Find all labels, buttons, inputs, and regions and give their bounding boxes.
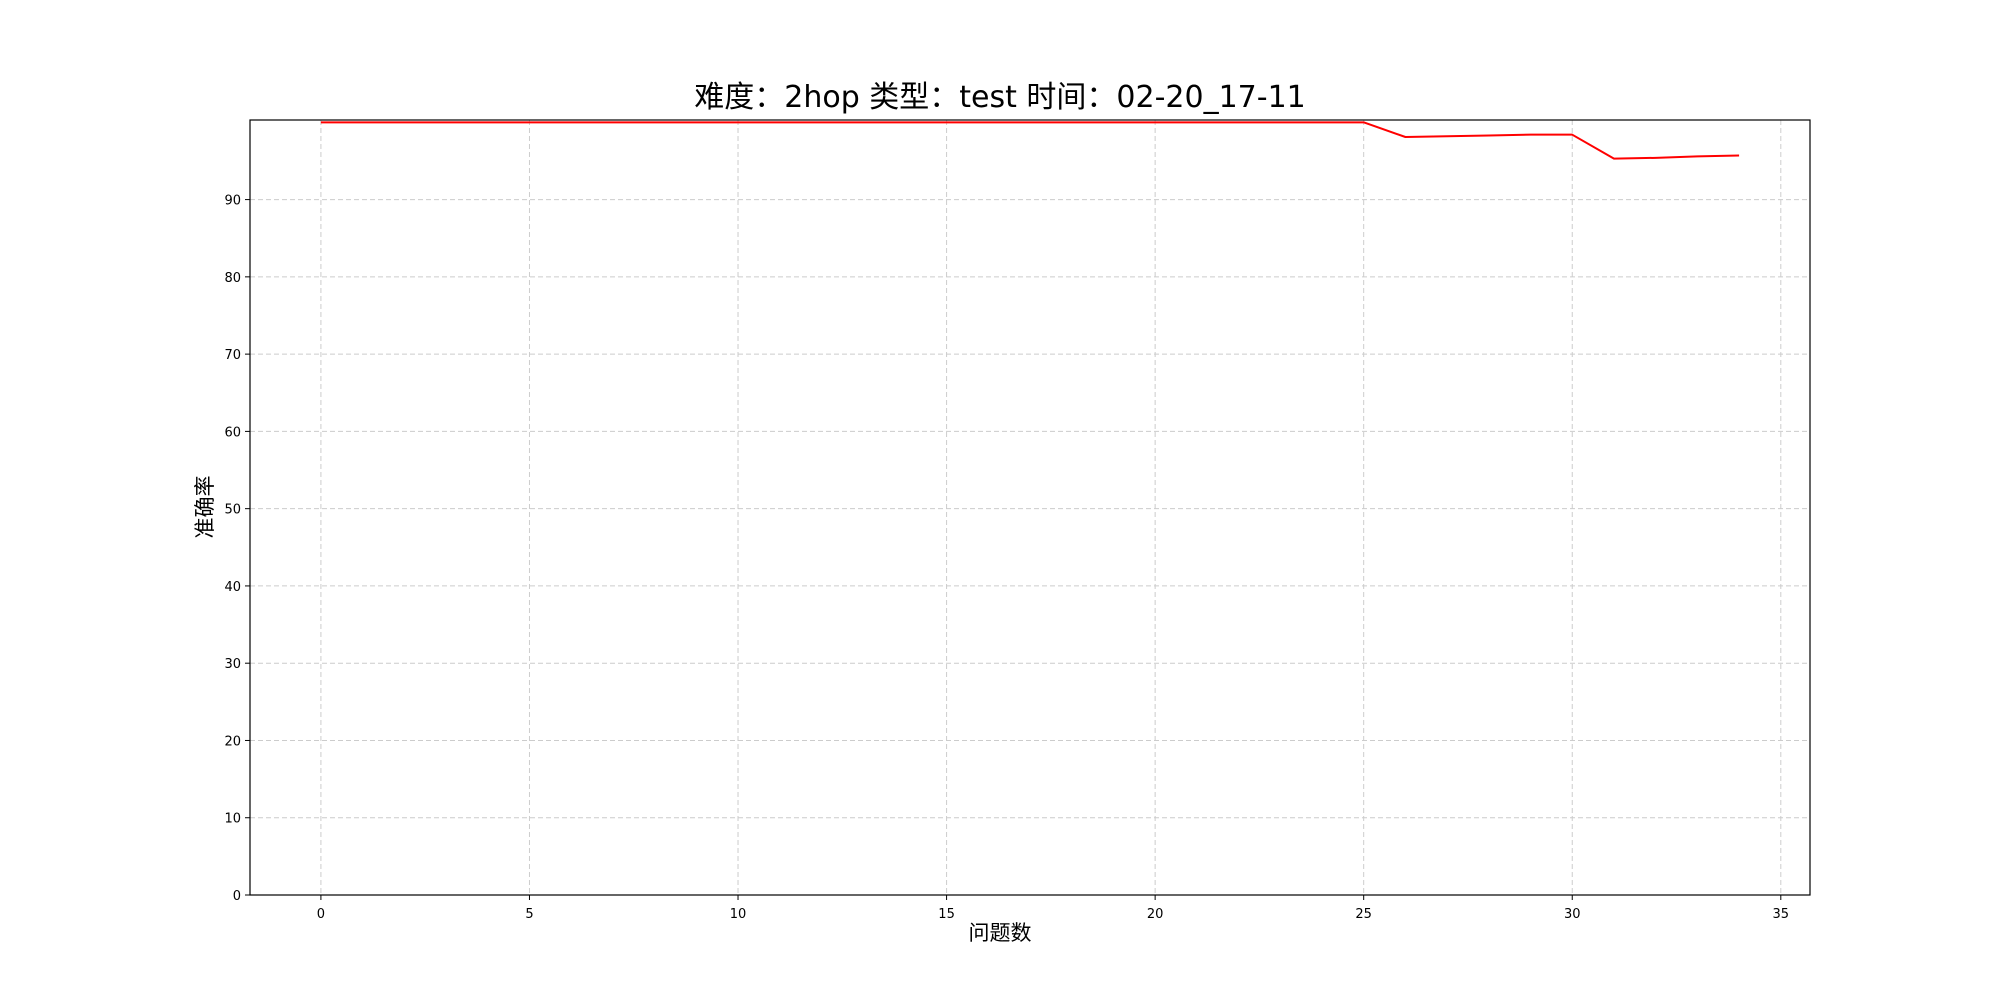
x-tick-label: 10 xyxy=(730,907,747,922)
plot-frame xyxy=(249,119,1811,896)
y-tick-label: 50 xyxy=(224,503,241,518)
x-axis-label: 问题数 xyxy=(968,921,1032,945)
y-tick-label: 20 xyxy=(224,734,241,749)
y-tick-label: 80 xyxy=(224,271,241,286)
x-tick-label: 35 xyxy=(1773,907,1790,922)
grid-layer xyxy=(250,120,1810,896)
y-tick-label: 40 xyxy=(224,580,241,595)
x-tick-label: 25 xyxy=(1355,907,1372,922)
y-tick-label: 30 xyxy=(224,657,241,672)
tick-layer: 0 5 10 15 20 25 30 35 0 10 20 30 40 50 60 70 80 90 xyxy=(224,194,1789,922)
y-tick-label: 60 xyxy=(224,425,241,440)
y-tick-label: 10 xyxy=(224,812,241,827)
series-line xyxy=(320,121,1740,160)
x-tick-label: 5 xyxy=(525,907,533,922)
y-tick-label: 0 xyxy=(233,889,241,904)
series-layer xyxy=(320,121,1740,160)
x-tick-label: 0 xyxy=(317,907,325,922)
y-tick-label: 70 xyxy=(224,348,241,363)
chart-title: 难度：2hop 类型：test 时间：02-20_17-11 xyxy=(694,80,1306,115)
x-tick-label: 30 xyxy=(1564,907,1581,922)
x-tick-label: 15 xyxy=(938,907,955,922)
x-tick-label: 20 xyxy=(1147,907,1164,922)
y-tick-label: 90 xyxy=(224,194,241,209)
